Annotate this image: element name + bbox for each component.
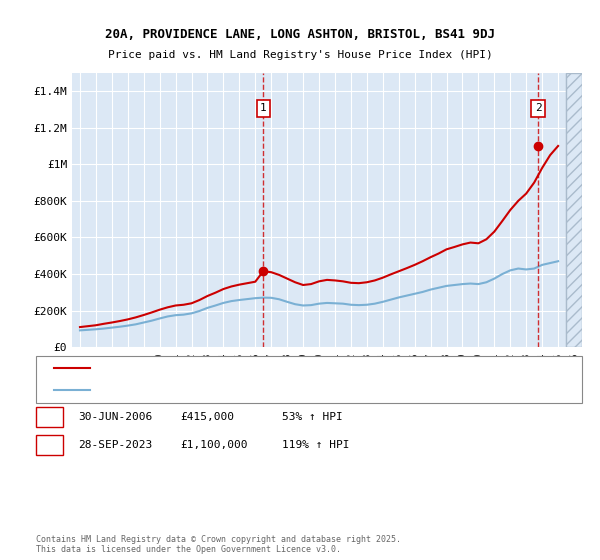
Text: 53% ↑ HPI: 53% ↑ HPI [282,412,343,422]
Bar [566,73,582,347]
Text: 20A, PROVIDENCE LANE, LONG ASHTON, BRISTOL, BS41 9DJ: 20A, PROVIDENCE LANE, LONG ASHTON, BRIST… [105,28,495,41]
Text: 30-JUN-2006: 30-JUN-2006 [78,412,152,422]
Text: 20A, PROVIDENCE LANE, LONG ASHTON, BRISTOL, BS41 9DJ (detached house): 20A, PROVIDENCE LANE, LONG ASHTON, BRIST… [96,363,502,373]
Text: 28-SEP-2023: 28-SEP-2023 [78,440,152,450]
Text: 119% ↑ HPI: 119% ↑ HPI [282,440,349,450]
Text: 2: 2 [46,440,53,450]
Text: 1: 1 [46,412,53,422]
Text: 1: 1 [260,104,266,114]
Text: Price paid vs. HM Land Registry's House Price Index (HPI): Price paid vs. HM Land Registry's House … [107,50,493,60]
Bar [566,73,582,347]
Text: 2: 2 [535,104,542,114]
Text: £1,100,000: £1,100,000 [180,440,248,450]
Text: Contains HM Land Registry data © Crown copyright and database right 2025.
This d: Contains HM Land Registry data © Crown c… [36,535,401,554]
Bar [566,73,582,347]
Text: HPI: Average price, detached house, North Somerset: HPI: Average price, detached house, Nort… [96,385,390,395]
Text: £415,000: £415,000 [180,412,234,422]
